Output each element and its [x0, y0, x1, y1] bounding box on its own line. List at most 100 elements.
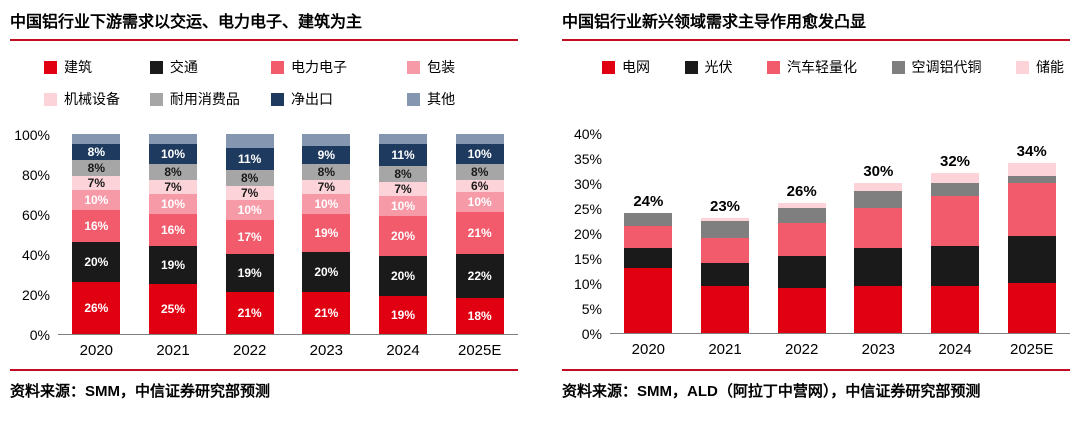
bar-segment: 10% — [455, 144, 504, 164]
legend-swatch — [1016, 60, 1029, 74]
stacked-bar: 10% 8% 7% 10% 16% 19% 25% — [149, 134, 197, 334]
bar-segment — [149, 134, 197, 144]
bar-column: 23% — [687, 134, 764, 333]
bar-total-label: 23% — [709, 198, 741, 215]
y-axis-tick-label: 60% — [21, 207, 50, 223]
y-axis-tick-label: 35% — [573, 151, 602, 167]
bar-segment — [777, 255, 826, 288]
bar-segment — [624, 213, 673, 226]
bar-column: 8% 8% 7% 10% 16% 20% 26% — [58, 134, 135, 334]
bar-segment — [701, 218, 749, 221]
legend-label: 包装 — [427, 59, 456, 75]
legend-label: 交通 — [169, 59, 198, 75]
x-axis-labels: 2020 2021 2022 2023 2024 2025E — [562, 341, 1070, 358]
bar-total-label: 32% — [940, 153, 971, 170]
legend-item: 包装 — [407, 57, 508, 77]
bar-segment: 7% — [302, 180, 351, 194]
bar-segment: 7% — [225, 186, 274, 200]
y-axis-tick-label: 20% — [573, 226, 602, 242]
stacked-bar: 11% 8% 7% 10% 17% 19% 21% — [225, 134, 274, 334]
bar-segment — [72, 134, 121, 144]
bar-segment: 21% — [225, 292, 274, 334]
x-axis-label: 2024 — [938, 341, 972, 358]
bar-column: 30% — [840, 134, 917, 333]
bar-column: 11% 8% 7% 10% 17% 19% 21% — [211, 134, 288, 334]
y-axis-tick-label: 0% — [29, 327, 50, 343]
chart-legend: 电网 光伏 汽车轻量化 空调铝代铜 储能 — [602, 57, 1064, 77]
legend-swatch — [149, 92, 163, 106]
legend-swatch — [44, 92, 57, 106]
bar-segment — [854, 183, 903, 191]
stacked-bar: 11% 8% 7% 10% 20% 20% 19% — [379, 134, 428, 334]
bar-segment — [701, 263, 749, 286]
y-axis-tick-label: 15% — [573, 251, 602, 267]
legend-swatch — [891, 60, 905, 74]
legend-swatch — [602, 60, 615, 74]
bar-segment: 8% — [455, 164, 504, 180]
bar-segment: 8% — [72, 160, 121, 176]
bar-segment — [701, 238, 749, 263]
bar-segment: 10% — [302, 194, 351, 214]
panel-downstream-demand: 中国铝行业下游需求以交运、电力电子、建筑为主 建筑 交通 电力电子 包装 机械设备 耐用消… — [10, 8, 518, 401]
legend-label: 电力电子 — [290, 59, 347, 75]
bar-segment — [931, 245, 980, 286]
chart-plot-area: 0% 5% 10% 15% 20% 25% 30% 35% 40% 24% 23% 26% 30% 32%… — [562, 127, 1070, 341]
legend-swatch — [149, 60, 163, 74]
x-axis-labels: 2020 2021 2022 2023 2024 2025E — [10, 342, 518, 359]
x-axis-label: 2020 — [79, 342, 114, 359]
legend-swatch — [407, 60, 421, 74]
bar-segment: 16% — [149, 214, 197, 246]
bar-segment: 7% — [379, 182, 428, 196]
legend-item: 电力电子 — [270, 57, 407, 77]
y-axis: 0% 5% 10% 15% 20% 25% 30% 35% 40% — [562, 127, 610, 341]
bar-segment — [1007, 283, 1056, 333]
bar-segment — [455, 134, 504, 144]
bar-segment: 11% — [225, 148, 274, 170]
stacked-bar-chart-emerging: 0% 5% 10% 15% 20% 25% 30% 35% 40% 24% 23% 26% 30% 32%… — [562, 77, 1070, 358]
chart-plot-area: 0% 20% 40% 60% 80% 100% 8% 8% 7% 10% 16% 20% 26% 10% 8… — [10, 128, 518, 342]
legend-swatch — [44, 60, 57, 74]
bar-segment — [854, 248, 903, 286]
bar-segment: 7% — [149, 180, 197, 194]
stacked-bar: 8% 8% 7% 10% 16% 20% 26% — [72, 134, 121, 334]
plot: 24% 23% 26% 30% 32% 34% — [610, 134, 1070, 334]
y-axis-tick-label: 40% — [21, 247, 50, 263]
bar-segment — [1007, 163, 1056, 176]
legend-label: 光伏 — [704, 59, 733, 75]
stacked-bar: 9% 8% 7% 10% 19% 20% 21% — [302, 134, 351, 334]
bar-segment: 8% — [149, 164, 197, 180]
stacked-bar — [777, 203, 826, 333]
bar-segment — [777, 208, 826, 223]
bar-segment — [701, 285, 749, 333]
panel-emerging-demand: 中国铝行业新兴领域需求主导作用愈发凸显 电网 光伏 汽车轻量化 空调铝代铜 储能 0% 5… — [562, 8, 1070, 401]
y-axis-tick-label: 100% — [14, 127, 50, 143]
bar-segment: 8% — [72, 144, 121, 160]
chart-title: 中国铝行业下游需求以交运、电力电子、建筑为主 — [10, 14, 363, 31]
legend-label: 机械设备 — [64, 91, 120, 107]
legend-label: 空调铝代铜 — [911, 59, 982, 75]
bar-segment: 19% — [149, 246, 197, 284]
bar-total-label: 26% — [786, 183, 817, 200]
bar-segment — [854, 190, 903, 208]
bar-segment: 20% — [379, 256, 428, 296]
bar-segment: 21% — [302, 292, 351, 334]
bar-segment: 10% — [149, 144, 197, 164]
x-axis-label: 2023 — [861, 341, 896, 358]
bar-segment: 18% — [455, 298, 504, 334]
bar-segment — [931, 183, 980, 196]
title-underline — [562, 39, 1070, 41]
legend-swatch — [407, 92, 421, 106]
bar-total-label: 24% — [633, 193, 664, 210]
legend-item: 机械设备 — [44, 89, 150, 109]
y-axis-tick-label: 20% — [21, 287, 50, 303]
bar-column: 32% — [917, 134, 994, 333]
bar-column: 24% — [610, 134, 687, 333]
bar-segment: 10% — [379, 196, 428, 216]
stacked-bar — [701, 218, 749, 333]
y-axis-tick-label: 30% — [573, 176, 602, 192]
stacked-bar-chart-downstream: 0% 20% 40% 60% 80% 100% 8% 8% 7% 10% 16% 20% 26% 10% 8… — [10, 109, 518, 359]
bar-segment — [854, 285, 903, 333]
bar-segment — [777, 223, 826, 256]
bar-segment — [624, 225, 673, 248]
